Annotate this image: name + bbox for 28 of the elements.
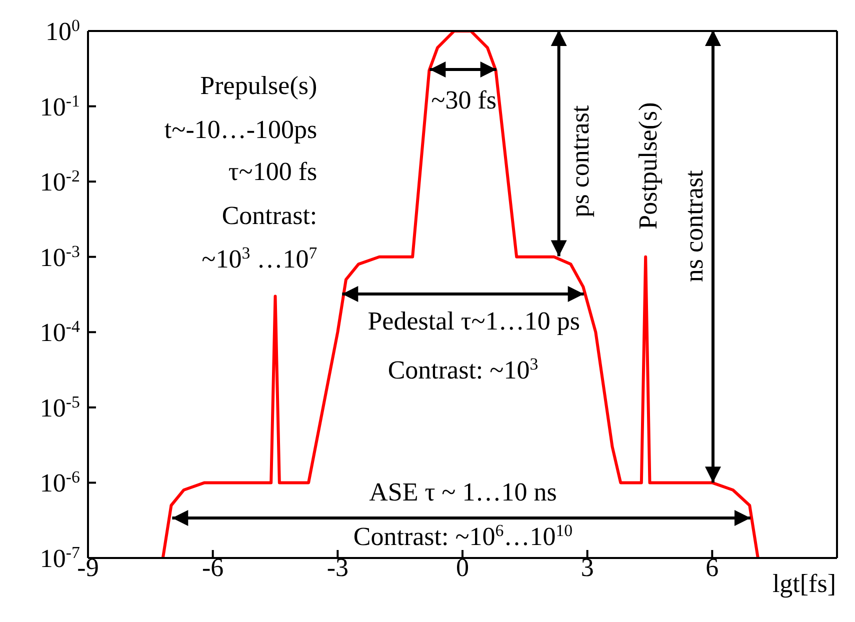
annotation: ns contrast: [680, 169, 709, 282]
annotation: Pedestal τ~1…10 ps: [368, 306, 580, 336]
annotation: ps contrast: [566, 104, 595, 218]
x-axis-title: lgt[fs]: [772, 569, 836, 598]
x-tick-label: 6: [706, 553, 719, 582]
x-tick-label: 0: [456, 553, 469, 582]
y-tick-label: 10$^{-2}$: [40, 166, 80, 197]
annotation: Postpulse(s): [634, 102, 663, 230]
y-tick-label: 10$^{-6}$: [40, 467, 80, 498]
annotation: ~30 fs: [431, 85, 497, 114]
annotation: t~-10…-100ps: [164, 114, 318, 144]
x-tick-label: -6: [202, 553, 224, 582]
y-tick-label: 10$^{-1}$: [40, 90, 80, 122]
annotation: Prepulse(s): [200, 71, 318, 100]
y-tick-label: 10$^{-4}$: [40, 316, 81, 348]
annotation: ASE τ ~ 1…10 ns: [369, 478, 557, 507]
x-tick-label: -9: [77, 553, 99, 582]
y-tick-label: 10$^{-3}$: [40, 241, 80, 272]
annotation: τ~100 fs: [228, 157, 318, 186]
y-tick-label: 10$^{-5}$: [40, 392, 80, 422]
annotation: Contrast: ~10$^{6}$…10$^{10}$: [353, 520, 573, 552]
x-tick-label: 3: [580, 553, 594, 582]
annotation: Contrast: ~10$^{3}$: [388, 354, 538, 384]
line-series: [161, 31, 760, 558]
y-tick-label: 10$^{0}$: [46, 16, 80, 46]
annotation: Contrast:: [222, 200, 318, 230]
annotation: ~10$^{3}$ …10$^{7}$: [202, 243, 318, 274]
x-tick-label: -3: [326, 553, 349, 582]
